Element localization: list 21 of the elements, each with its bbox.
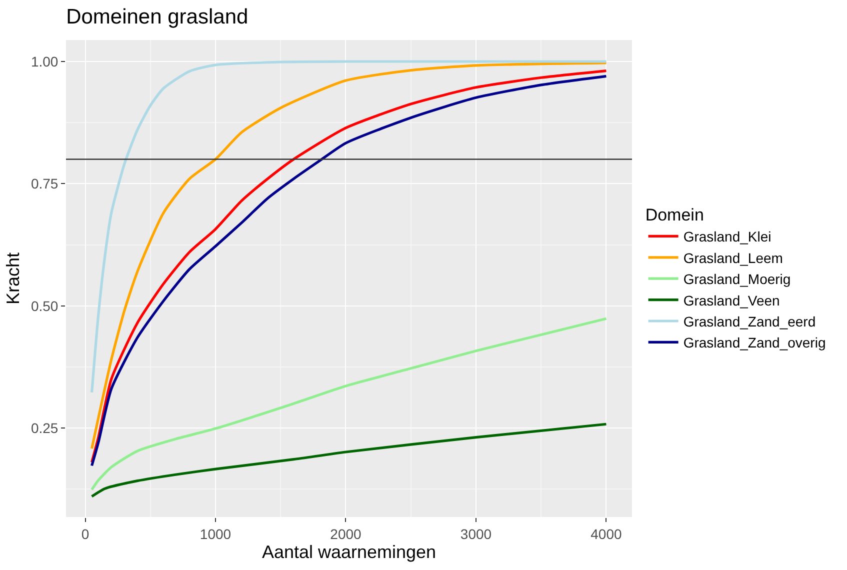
- x-tick-label: 2000: [330, 526, 362, 542]
- legend-label: Grasland_Moerig: [683, 271, 791, 288]
- legend-label: Grasland_Veen: [683, 292, 780, 308]
- legend-label: Grasland_Zand_eerd: [683, 313, 816, 330]
- chart-title: Domeinen grasland: [66, 5, 248, 28]
- y-tick-label: 0.50: [30, 298, 58, 314]
- y-axis-title: Kracht: [3, 252, 24, 305]
- y-tick-label: 1.00: [30, 53, 58, 70]
- y-tick-label: 0.25: [30, 420, 58, 436]
- line-series: [90, 317, 608, 491]
- x-tick-label: 3000: [460, 526, 492, 542]
- y-tick-label: 0.75: [30, 176, 58, 192]
- legend-title: Domein: [645, 206, 704, 225]
- legend-label: Grasland_Leem: [683, 250, 783, 266]
- x-axis-title: Aantal waarnemingen: [262, 542, 436, 562]
- legend-label: Grasland_Klei: [683, 228, 772, 245]
- x-tick-label: 4000: [590, 526, 622, 542]
- x-tick-label: 1000: [200, 526, 232, 542]
- line-series: [90, 422, 608, 498]
- legend-label: Grasland_Zand_overig: [683, 334, 826, 351]
- x-tick-label: 0: [81, 526, 90, 542]
